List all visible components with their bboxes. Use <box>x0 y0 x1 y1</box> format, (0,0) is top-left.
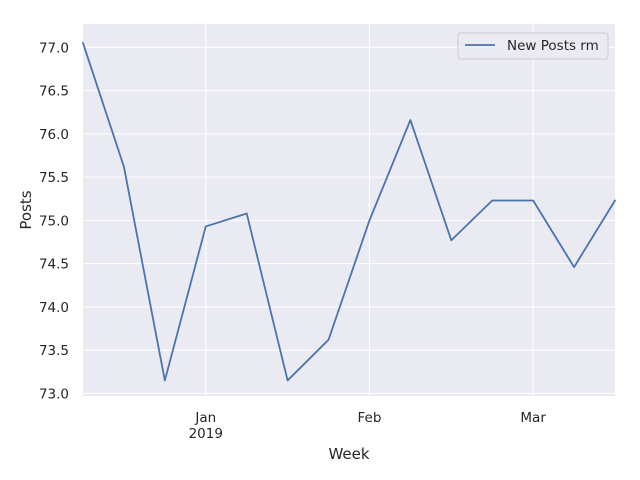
y-gridlines <box>83 46 615 394</box>
data-point <box>532 200 534 202</box>
y-tick-label: 76.5 <box>39 84 69 100</box>
legend: New Posts rm <box>457 32 609 60</box>
y-tick-label: 74.5 <box>39 257 69 273</box>
data-point <box>123 166 125 168</box>
data-point <box>614 200 616 202</box>
x-tick-sublabel: 2019 <box>189 426 223 442</box>
x-tick-label: Feb <box>358 410 382 426</box>
series-layer <box>82 42 616 382</box>
legend-box <box>457 32 609 60</box>
data-point <box>573 266 575 268</box>
data-point <box>450 239 452 241</box>
x-axis-title: Week <box>328 445 369 463</box>
series-line <box>82 42 616 382</box>
legend-label: New Posts rm <box>507 38 599 54</box>
y-tick-label: 73.5 <box>39 343 69 359</box>
data-point <box>328 339 330 341</box>
y-tick-label: 73.0 <box>39 386 69 402</box>
x-tick-label: Jan <box>194 410 216 426</box>
y-axis-title: Posts <box>17 190 35 229</box>
data-point <box>491 200 493 202</box>
y-tick-label: 75.0 <box>39 213 69 229</box>
y-tick-label: 77.0 <box>39 40 69 56</box>
data-point <box>205 226 207 228</box>
data-point <box>287 380 289 382</box>
y-tick-labels: 73.0 73.5 74.0 74.5 75.0 75.5 76.0 76.5 77.0 <box>39 40 69 402</box>
y-tick-label: 75.5 <box>39 170 69 186</box>
y-tick-label: 76.0 <box>39 127 69 143</box>
x-gridlines <box>205 24 534 396</box>
data-point <box>164 380 166 382</box>
x-tick-label: Mar <box>520 410 546 426</box>
data-point <box>369 219 371 221</box>
plot-area <box>83 24 615 396</box>
data-point <box>409 119 411 121</box>
y-tick-label: 74.0 <box>39 300 69 316</box>
data-point <box>246 213 248 215</box>
data-point <box>82 42 84 44</box>
